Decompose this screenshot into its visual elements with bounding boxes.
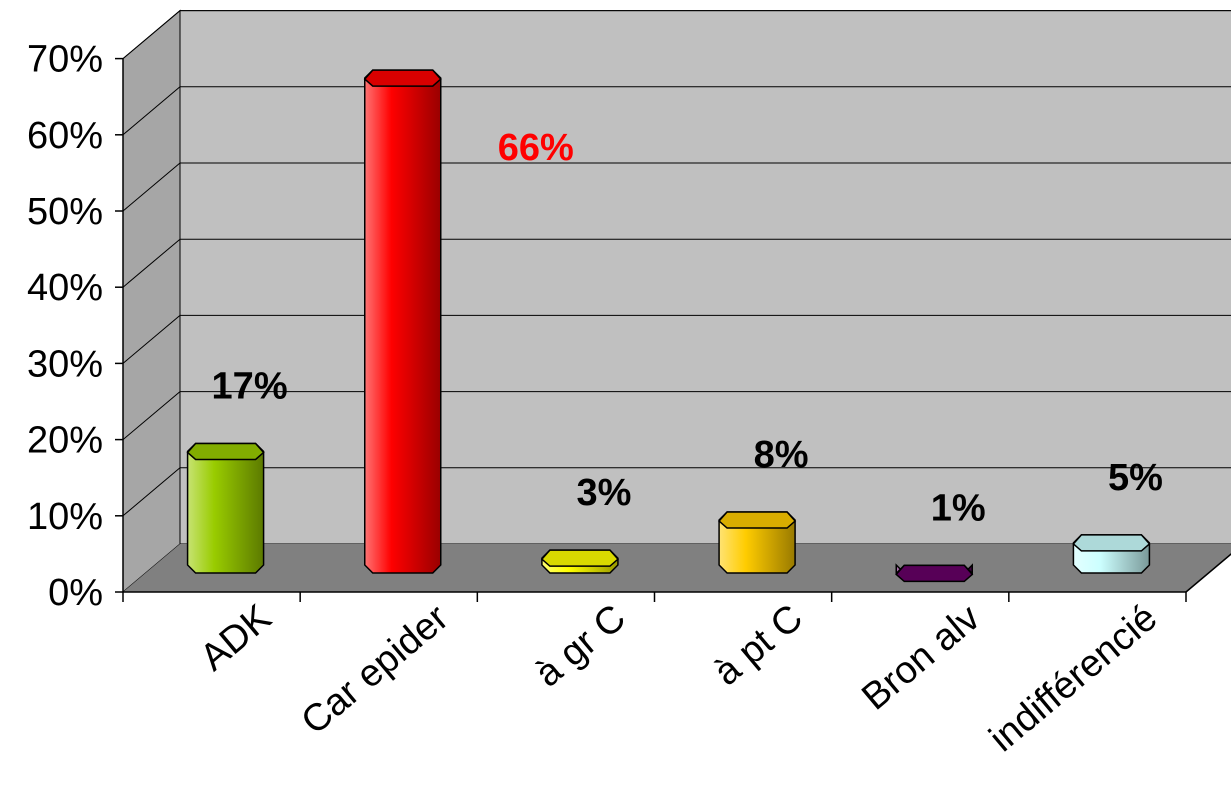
gridline: [122, 314, 1231, 364]
data-label: 5%: [1108, 457, 1163, 499]
gridline: [122, 391, 1231, 440]
bar-body: [186, 442, 265, 574]
gridline: [122, 467, 1231, 517]
bars: [186, 69, 1151, 583]
bar-top: [718, 511, 797, 529]
gridline: [122, 162, 1231, 212]
x-tick-label: ADK: [193, 597, 280, 679]
axes: [115, 57, 1231, 602]
x-tick-label: à pt C: [706, 597, 811, 694]
bar-top: [186, 442, 265, 461]
gridlines: [122, 10, 1231, 517]
floor: [123, 544, 1231, 592]
bar-top: [363, 69, 442, 87]
bar-top: [540, 549, 619, 567]
floor-edge: [1185, 553, 1231, 593]
data-label: 8%: [754, 434, 809, 476]
bar: [895, 563, 974, 583]
x-axis-category-labels: ADK Car epider à gr C à pt C Bron alvindiffé…: [193, 596, 1166, 760]
bar-body: [364, 69, 442, 574]
data-labels: 17% 66% 3% 8% 1% 5%: [212, 127, 1163, 529]
y-tick-label: 60%: [27, 115, 103, 157]
gridline: [122, 10, 1231, 59]
y-tick-label: 50%: [27, 191, 103, 233]
data-label: 66%: [498, 127, 574, 169]
bar-top: [1072, 534, 1151, 552]
x-tick-label: à gr C: [527, 597, 633, 696]
y-tick-label: 20%: [27, 420, 103, 462]
chart-walls: [122, 9, 1231, 594]
y-tick-label: 10%: [27, 496, 103, 538]
data-label: 3%: [576, 472, 631, 514]
bar: [186, 442, 265, 574]
bar: [1072, 534, 1151, 574]
data-label: 17%: [212, 365, 288, 407]
bar: [540, 549, 619, 574]
side-wall: [122, 9, 181, 594]
y-tick-label: 40%: [27, 267, 103, 309]
data-label: 1%: [931, 487, 986, 529]
bar: [363, 69, 442, 574]
x-tick-label: indifférencié: [982, 597, 1165, 760]
bar: [718, 511, 797, 574]
y-tick-label: 70%: [27, 39, 103, 81]
gridline: [122, 238, 1231, 288]
x-tick-label: Car epider: [294, 596, 457, 742]
y-tick-label: 0%: [48, 572, 103, 614]
y-axis-tick-labels: 0% 10% 20% 30% 40% 50% 60% 70%: [27, 39, 103, 614]
bar-top: [895, 564, 974, 583]
y-tick-label: 30%: [27, 343, 103, 385]
back-wall: [179, 10, 1231, 545]
gridline: [122, 86, 1231, 136]
x-tick-label: Bron alv: [854, 597, 988, 719]
